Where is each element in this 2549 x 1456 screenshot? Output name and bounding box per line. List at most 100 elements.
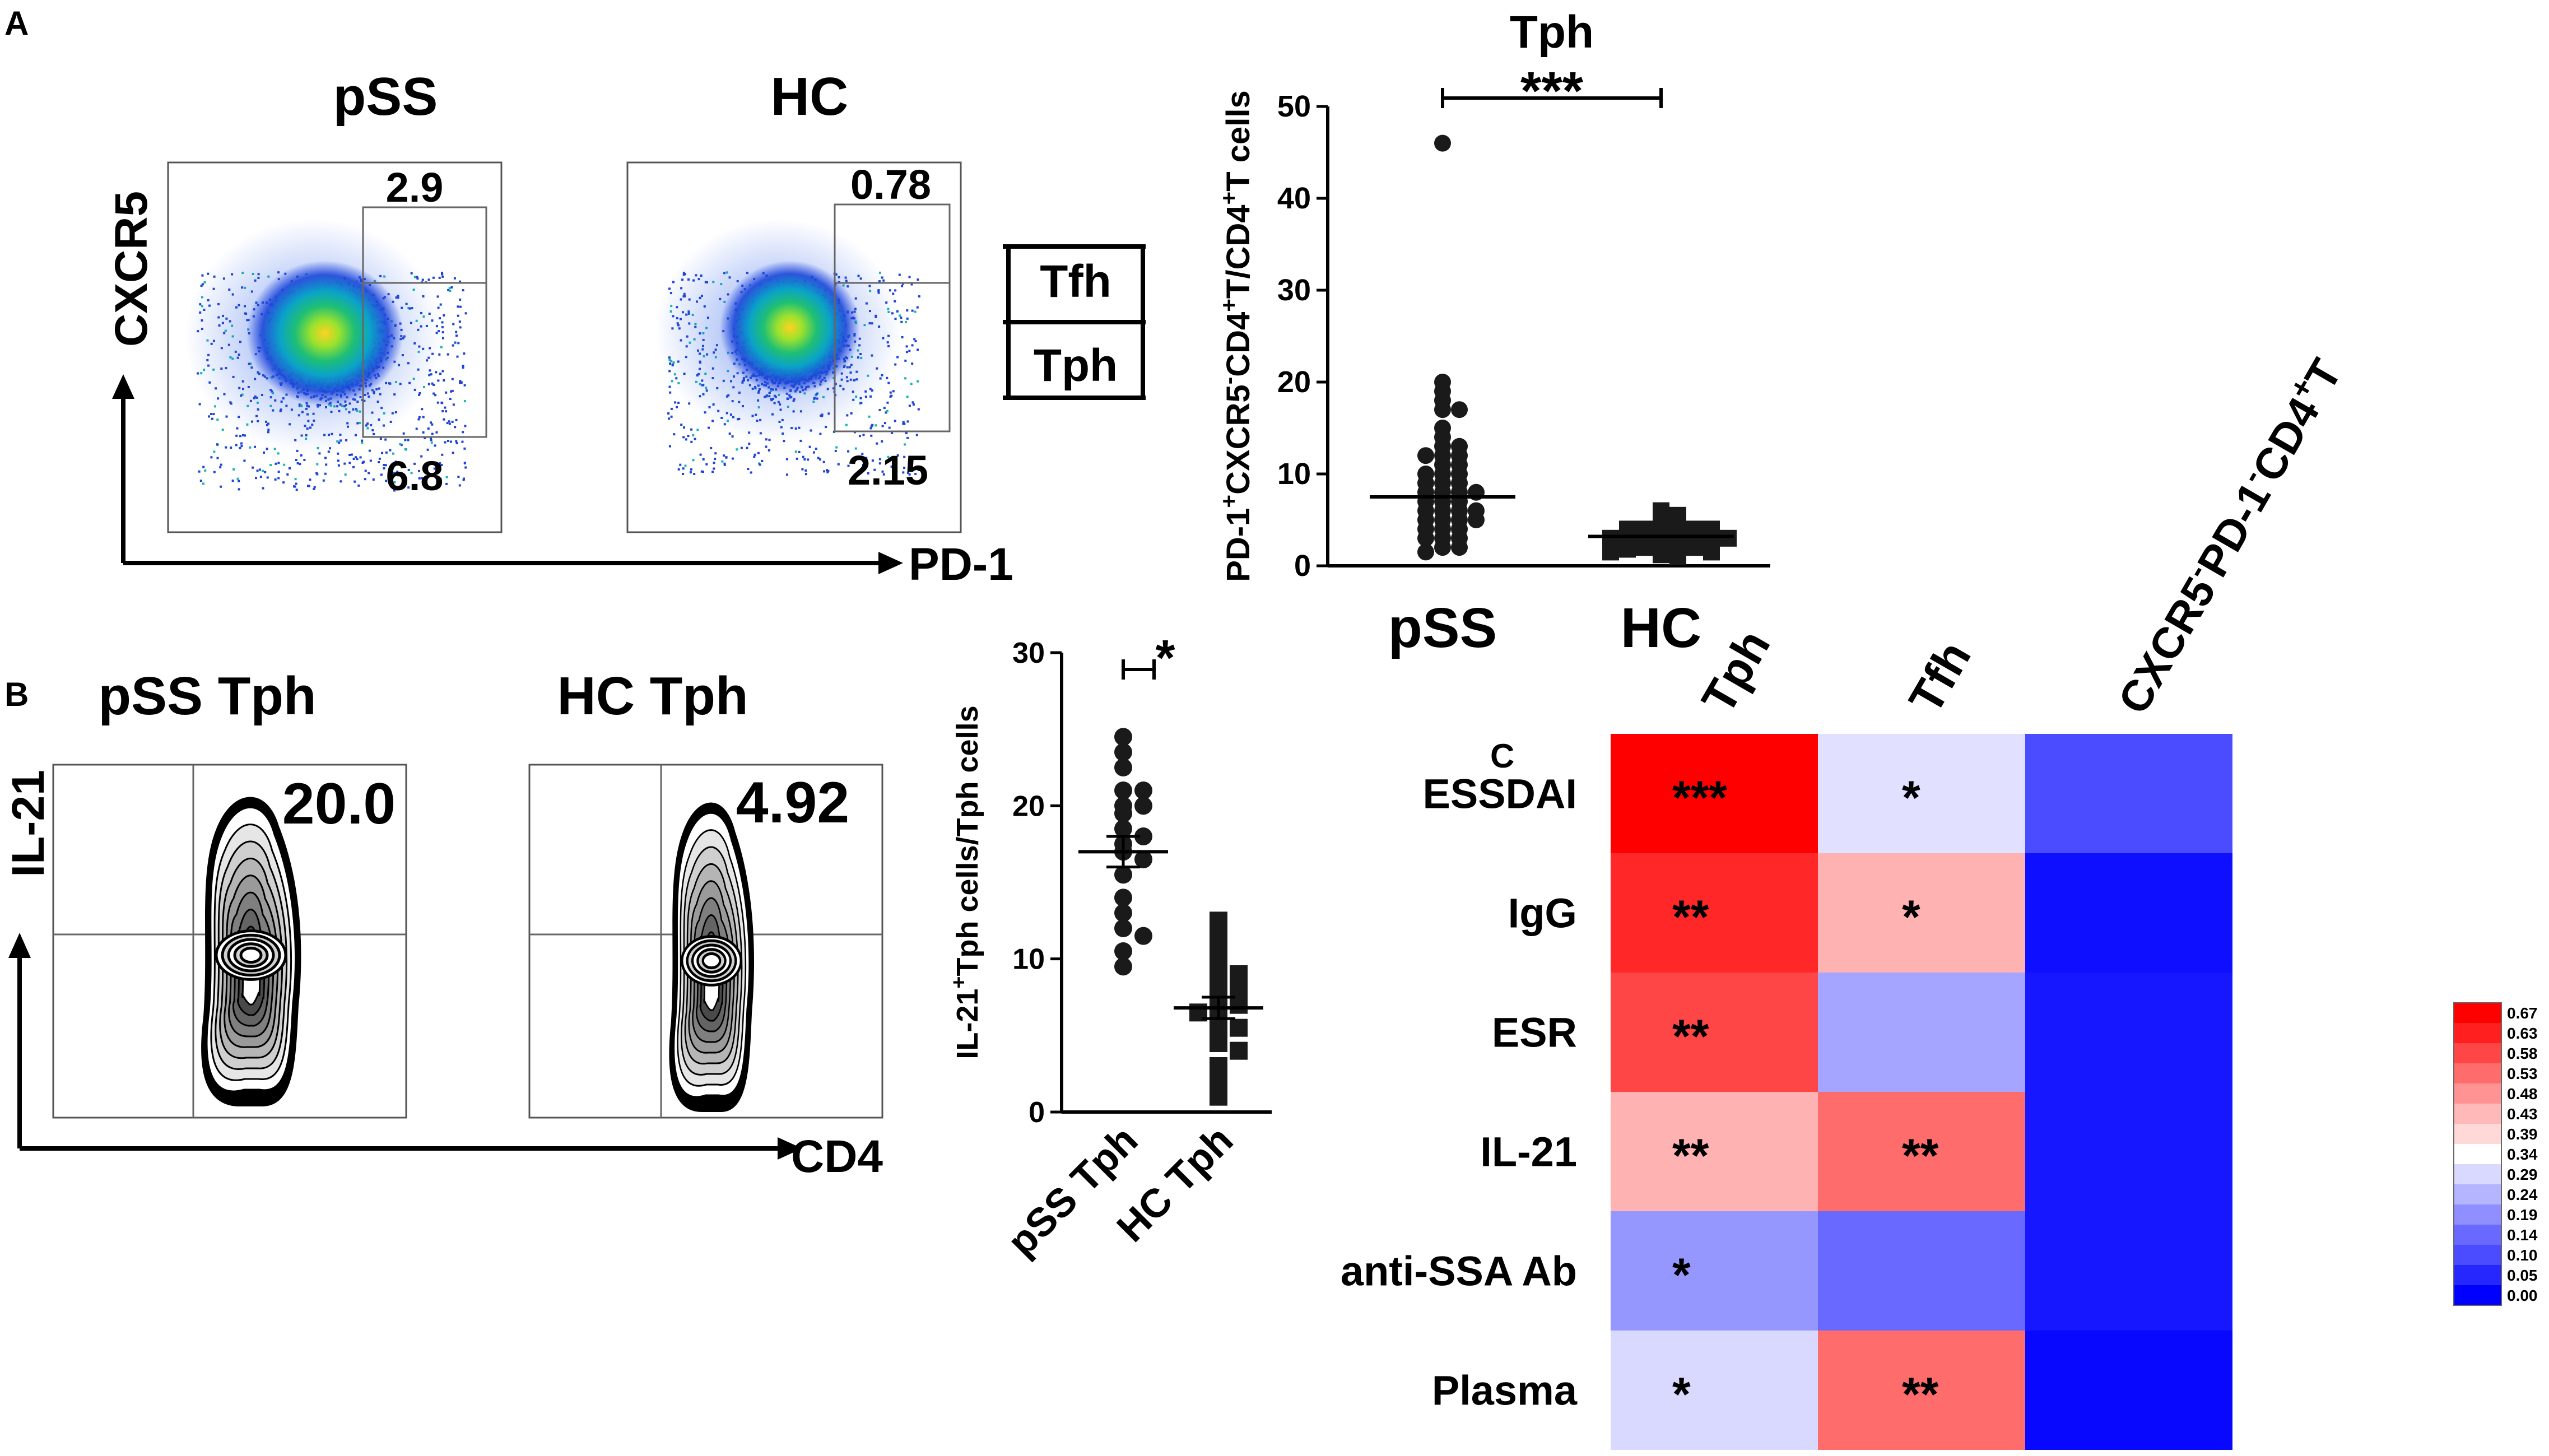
colorbar-tick-label: 0.67 <box>2507 1004 2538 1022</box>
data-point <box>1134 927 1152 945</box>
colorbar-tick-label: 0.63 <box>2507 1025 2538 1042</box>
colorbar-swatch <box>2454 1083 2501 1104</box>
data-point <box>1230 1041 1248 1060</box>
correlation-heatmap: *** *ESSDAI** *IgG**ESR** **IL-21*anti-SSA … <box>1341 348 2538 1450</box>
column-label: Tph <box>1691 621 1780 722</box>
data-point <box>1210 1034 1227 1052</box>
category-label: pSS Tph <box>999 1118 1146 1265</box>
y-axis-label: PD-1+CXCR5-CD4+T/CD4+T cells <box>1216 90 1257 582</box>
contour-value-hc: 4.92 <box>736 770 849 835</box>
data-point <box>1468 511 1485 528</box>
y-tick-label: 30 <box>1012 637 1045 669</box>
data-point <box>1114 743 1132 761</box>
data-point <box>1134 827 1152 845</box>
colorbar-swatch <box>2454 1265 2501 1286</box>
colorbar-swatch <box>2454 1164 2501 1185</box>
y-axis-label: IL-21+Tph cells/Tph cells <box>947 705 984 1059</box>
data-point <box>1230 996 1248 1014</box>
data-point <box>1210 1072 1227 1091</box>
heatmap-cell <box>2025 1092 2232 1211</box>
gate-value-pss-tph: 6.8 <box>386 453 444 499</box>
colorbar-tick-label: 0.43 <box>2507 1105 2538 1123</box>
contour-value-pss: 20.0 <box>282 771 396 836</box>
colorbar-frame <box>2453 1002 2502 1306</box>
colorbar-tick-label: 0.29 <box>2507 1166 2538 1183</box>
data-point <box>1114 728 1132 746</box>
data-point <box>1720 529 1737 547</box>
gate-value-hc-tph: 2.15 <box>848 447 928 494</box>
data-point <box>1417 529 1434 547</box>
panel-label-c: C <box>1490 737 1514 775</box>
colorbar-swatch <box>2454 1245 2501 1266</box>
data-point <box>1434 401 1451 418</box>
data-point <box>1619 541 1636 558</box>
flow-b-title-pss: pSS Tph <box>98 666 316 726</box>
colorbar-tick-label: 0.39 <box>2507 1125 2538 1143</box>
colorbar-swatch <box>2454 1184 2501 1205</box>
gate-legend: Tfh Tph <box>1003 244 1146 400</box>
data-point <box>1114 904 1132 922</box>
colorbar-tick-label: 0.34 <box>2507 1146 2538 1163</box>
cell-annotation: * <box>1672 1368 1691 1421</box>
colorbar-swatch <box>2454 1063 2501 1084</box>
data-point <box>1417 447 1434 464</box>
data-point <box>1230 965 1248 983</box>
flow-a-x-label: PD-1 <box>909 539 1013 590</box>
data-point <box>1417 543 1434 561</box>
data-point <box>1602 543 1619 561</box>
data-point <box>1669 548 1686 565</box>
colorbar-tick-label: 0.24 <box>2507 1186 2538 1203</box>
row-label: ESSDAI <box>1422 771 1577 817</box>
cell-annotation: * <box>1902 771 1920 824</box>
flow-b-title-hc: HC Tph <box>557 666 748 726</box>
flow-plot-hc: 0.78 2.15 <box>626 161 962 533</box>
cell-annotation: * <box>1902 891 1920 943</box>
heatmap-cell <box>1611 973 1818 1092</box>
heatmap-cell <box>1818 734 2025 853</box>
data-point <box>1114 782 1132 799</box>
flow-b-axes <box>8 933 802 1160</box>
gate-value-hc-tfh: 0.78 <box>850 161 931 208</box>
heatmap-cell <box>1818 853 2025 973</box>
heatmap-cell <box>1611 1331 1818 1450</box>
significance-label: *** <box>1520 61 1584 121</box>
il21-tph-chart: 0 10 20 30 IL-21+Tph cells/Tph cells * pSS Tph… <box>947 630 1272 1265</box>
colorbar-tick-label: 0.10 <box>2507 1246 2538 1264</box>
data-point <box>1114 759 1132 776</box>
data-point <box>1114 942 1132 960</box>
data-point <box>1230 980 1248 999</box>
y-tick-label: 10 <box>1277 457 1311 491</box>
cell-annotation: ** <box>1902 1129 1939 1182</box>
colorbar-tick-label: 0.05 <box>2507 1267 2538 1284</box>
column-label: CXCR5-PD-1-CD4+T <box>2104 348 2351 722</box>
data-point <box>1653 546 1669 564</box>
heatmap-cell <box>2025 973 2232 1092</box>
heatmap-cell <box>1818 973 2025 1092</box>
heatmap-cell <box>1818 1092 2025 1211</box>
colorbar-swatch <box>2454 1285 2501 1306</box>
colorbar-tick-label: 0.48 <box>2507 1085 2538 1103</box>
heatmap-cell <box>2025 734 2232 853</box>
flow-a-y-label: CXCR5 <box>106 191 157 347</box>
data-point <box>1686 539 1703 556</box>
category-label: HC <box>1621 597 1701 659</box>
contour-plot-hc: 4.92 <box>528 764 883 1119</box>
flow-a-title-pss: pSS <box>333 67 438 127</box>
colorbar-tick-label: 0.14 <box>2507 1226 2538 1244</box>
data-point <box>1210 1087 1227 1106</box>
significance-label: * <box>1155 630 1175 686</box>
tfh-gate-pss <box>362 206 487 438</box>
row-label: ESR <box>1492 1010 1577 1056</box>
cell-annotation: ** <box>1672 1010 1709 1063</box>
flow-b-x-label: CD4 <box>791 1131 883 1182</box>
colorbar-swatch <box>2454 1023 2501 1044</box>
data-point <box>1636 539 1653 556</box>
flow-b-y-label: IL-21 <box>3 770 54 877</box>
panel-label-a: A <box>4 4 29 42</box>
y-tick-label: 10 <box>1012 943 1045 976</box>
cell-annotation: ** <box>1672 891 1709 943</box>
y-tick-label: 0 <box>1294 549 1311 583</box>
y-tick-label: 30 <box>1277 273 1311 307</box>
cell-annotation: * <box>1672 1249 1691 1301</box>
data-point <box>1114 919 1132 937</box>
